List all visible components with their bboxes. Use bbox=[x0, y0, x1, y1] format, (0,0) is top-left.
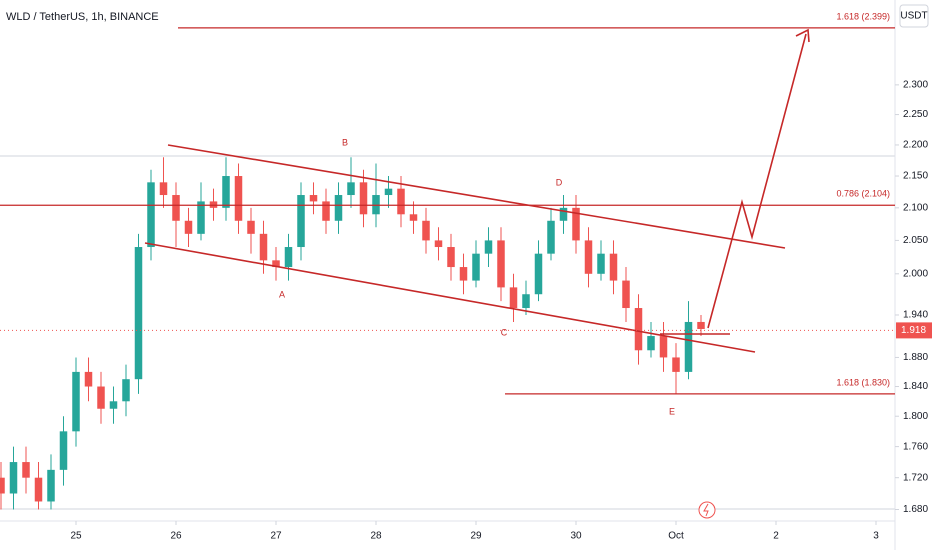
y-tick-label: 1.940 bbox=[903, 310, 928, 321]
candle-body bbox=[584, 240, 593, 274]
y-tick-label: 2.150 bbox=[903, 171, 928, 182]
candle-body bbox=[497, 240, 505, 288]
y-tick-label: 2.300 bbox=[903, 79, 928, 90]
wave-label: A bbox=[279, 289, 285, 299]
x-tick-label: 28 bbox=[370, 531, 382, 542]
candle-body bbox=[234, 176, 243, 221]
candle-body bbox=[84, 371, 93, 387]
candle-body bbox=[147, 182, 155, 248]
y-tick-label: 1.800 bbox=[903, 411, 928, 422]
fib-label: 0.786 (2.104) bbox=[836, 189, 890, 199]
candle-body bbox=[197, 201, 205, 234]
y-tick-label: 2.050 bbox=[903, 235, 928, 246]
last-price-label: 1.918 bbox=[901, 325, 926, 336]
candle-body bbox=[97, 386, 105, 409]
candle-body bbox=[9, 462, 18, 494]
fib-label: 1.618 (2.399) bbox=[836, 11, 890, 21]
currency-button[interactable] bbox=[899, 4, 929, 28]
candle-body bbox=[522, 294, 530, 309]
x-tick-label: 2 bbox=[773, 531, 779, 542]
candle-body bbox=[34, 477, 43, 502]
candle-body bbox=[222, 176, 230, 208]
candle-body bbox=[259, 233, 268, 261]
candle-body bbox=[272, 260, 280, 268]
candle-body bbox=[447, 247, 455, 268]
last-price-box bbox=[896, 322, 932, 339]
candle-body bbox=[397, 188, 405, 215]
candle-body bbox=[159, 182, 168, 196]
candle-body bbox=[284, 247, 293, 268]
candle-body bbox=[109, 401, 118, 409]
y-tick-label: 2.250 bbox=[903, 109, 928, 120]
y-tick-label: 2.200 bbox=[903, 140, 928, 151]
candle-body bbox=[122, 379, 130, 402]
event-icon-bolt bbox=[703, 503, 709, 517]
candle-body bbox=[659, 336, 668, 358]
candle-body bbox=[134, 247, 143, 380]
candle-body bbox=[572, 207, 580, 241]
candle-body bbox=[347, 182, 355, 196]
candle-body bbox=[247, 220, 255, 234]
y-tick-label: 1.880 bbox=[903, 352, 928, 363]
candle-body bbox=[22, 462, 30, 478]
y-tick-label: 2.100 bbox=[903, 202, 928, 213]
candle-body bbox=[622, 280, 630, 309]
channel-lower bbox=[144, 242, 756, 353]
candle-body bbox=[647, 336, 655, 351]
wave-label: B bbox=[342, 137, 348, 147]
wave-label: E bbox=[669, 406, 675, 416]
candle-body bbox=[59, 431, 68, 470]
wave-label: D bbox=[556, 177, 563, 187]
candle-body bbox=[47, 469, 55, 502]
candle-body bbox=[459, 267, 468, 281]
x-tick-label: 30 bbox=[570, 531, 582, 542]
candle-body bbox=[0, 477, 5, 494]
candle-body bbox=[697, 321, 705, 329]
x-tick-label: 3 bbox=[873, 531, 879, 542]
x-tick-label: Oct bbox=[668, 531, 684, 542]
candle-body bbox=[597, 253, 605, 274]
candle-body bbox=[509, 287, 518, 309]
candle-body bbox=[672, 357, 680, 372]
currency-label: USDT bbox=[900, 11, 927, 22]
wave-label: C bbox=[501, 327, 508, 337]
candle-body bbox=[322, 201, 330, 221]
projection-arrow bbox=[707, 33, 807, 329]
y-tick-label: 1.680 bbox=[903, 504, 928, 515]
y-tick-label: 1.840 bbox=[903, 381, 928, 392]
candle-body bbox=[172, 195, 180, 221]
candle-body bbox=[634, 308, 643, 351]
y-tick-label: 1.760 bbox=[903, 441, 928, 452]
x-tick-label: 25 bbox=[70, 531, 82, 542]
event-icon[interactable] bbox=[698, 501, 716, 519]
candle-body bbox=[609, 253, 618, 281]
candle-body bbox=[684, 321, 693, 372]
candle-body bbox=[472, 253, 480, 281]
candle-body bbox=[384, 188, 393, 196]
y-tick-label: 1.720 bbox=[903, 472, 928, 483]
candle-body bbox=[559, 207, 568, 221]
candle-body bbox=[547, 220, 555, 254]
chart-title: WLD / TetherUS, 1h, BINANCE bbox=[6, 11, 159, 23]
candle-body bbox=[184, 220, 193, 234]
candle-body bbox=[534, 253, 543, 295]
candle-body bbox=[409, 214, 418, 221]
candle-body bbox=[72, 371, 80, 432]
x-tick-label: 29 bbox=[470, 531, 482, 542]
y-tick-label: 2.000 bbox=[903, 268, 928, 279]
candle-body bbox=[434, 240, 443, 248]
candle-body bbox=[484, 240, 493, 254]
candle-body bbox=[297, 195, 305, 248]
channel-upper bbox=[167, 144, 786, 249]
candle-body bbox=[334, 195, 343, 221]
candle-body bbox=[422, 220, 430, 241]
x-tick-label: 27 bbox=[270, 531, 282, 542]
candle-body bbox=[309, 195, 318, 202]
fib-label: 1.618 (1.830) bbox=[836, 377, 890, 387]
candle-body bbox=[359, 182, 368, 215]
x-tick-label: 26 bbox=[170, 531, 182, 542]
arrow-head bbox=[795, 28, 810, 43]
